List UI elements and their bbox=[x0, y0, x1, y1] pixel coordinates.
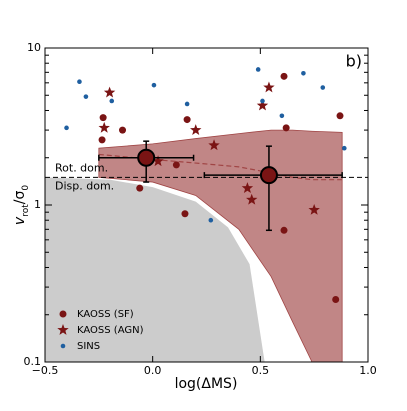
star-marker bbox=[152, 155, 164, 167]
star-marker bbox=[103, 86, 116, 98]
annotation: Rot. dom. bbox=[55, 161, 108, 174]
y-label-part: 0 bbox=[21, 185, 31, 191]
dot-marker bbox=[109, 98, 115, 104]
dot-marker bbox=[320, 85, 326, 90]
star-marker bbox=[256, 99, 269, 111]
y-tick-label: 1 bbox=[34, 198, 41, 211]
annotation: Disp. dom. bbox=[55, 179, 114, 192]
legend-label: KAOSS (AGN) bbox=[77, 325, 144, 336]
x-tick-label: −0.5 bbox=[32, 364, 59, 377]
star-marker bbox=[263, 81, 275, 93]
circle-marker bbox=[280, 72, 288, 80]
dot-marker bbox=[279, 113, 285, 119]
x-tick-label: 0.5 bbox=[252, 364, 270, 377]
star-marker bbox=[98, 121, 110, 133]
circle-marker bbox=[332, 296, 340, 304]
band bbox=[98, 129, 343, 362]
disp-region bbox=[45, 177, 265, 362]
circle-marker bbox=[172, 161, 180, 169]
annotation: b) bbox=[346, 52, 362, 71]
star-marker bbox=[308, 203, 320, 215]
y-label-part: rot bbox=[21, 204, 31, 217]
star-marker bbox=[190, 124, 202, 135]
star-marker bbox=[246, 193, 258, 205]
x-tick-label: 0.0 bbox=[144, 364, 162, 377]
star-marker bbox=[208, 139, 220, 151]
circle-marker bbox=[136, 184, 144, 192]
circle-marker bbox=[99, 114, 107, 122]
dot-marker bbox=[151, 82, 157, 88]
legend-marker bbox=[57, 324, 69, 335]
circle-marker bbox=[282, 124, 290, 132]
dot-marker bbox=[184, 101, 190, 107]
x-tick-label: 1.0 bbox=[359, 364, 377, 377]
band-median bbox=[98, 153, 343, 181]
legend-marker bbox=[60, 343, 66, 349]
dot-marker bbox=[77, 79, 82, 85]
dot-marker bbox=[208, 217, 214, 223]
dot-marker bbox=[342, 145, 347, 151]
circle-marker bbox=[119, 126, 127, 134]
dot-marker bbox=[301, 71, 306, 76]
circle-marker bbox=[181, 210, 189, 218]
circle-marker bbox=[98, 136, 106, 144]
dot-marker bbox=[255, 67, 261, 72]
dot-marker bbox=[83, 94, 89, 99]
legend-label: KAOSS (SF) bbox=[77, 309, 134, 320]
dot-marker bbox=[64, 125, 69, 131]
legend-label: SINS bbox=[77, 341, 100, 352]
dot-marker bbox=[260, 98, 265, 104]
y-tick-label: 10 bbox=[27, 41, 41, 54]
circle-marker bbox=[280, 226, 288, 234]
circle-marker bbox=[336, 112, 344, 120]
y-label-part: /σ bbox=[12, 191, 28, 205]
circle-marker bbox=[183, 116, 191, 124]
binned-point bbox=[137, 148, 156, 167]
binned-point bbox=[259, 166, 278, 185]
x-axis-label: log(ΔMS) bbox=[175, 376, 238, 392]
y-label-part: v bbox=[12, 216, 28, 225]
legend-marker bbox=[59, 310, 67, 318]
star-marker bbox=[241, 182, 254, 194]
y-axis-label: vrot/σ0 bbox=[12, 185, 31, 225]
plot-area bbox=[45, 67, 368, 362]
y-tick-label: 0.1 bbox=[24, 355, 42, 368]
